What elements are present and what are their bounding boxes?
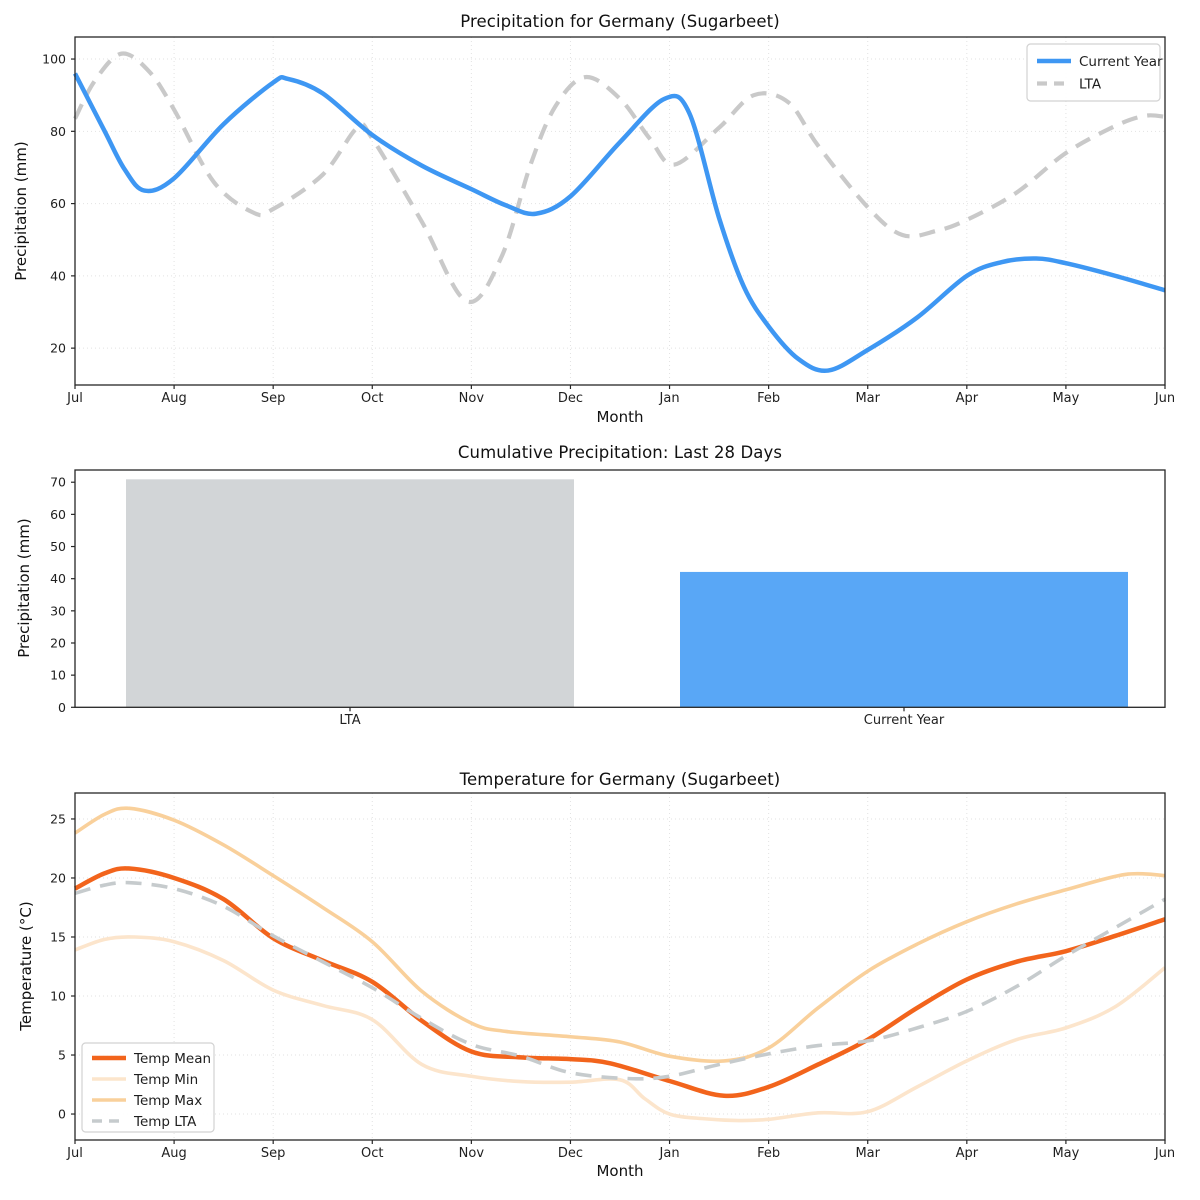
y-tick-label: 0 [58,1107,66,1122]
precipitation-line-chart: Jul Aug Sep Oct Nov Dec Jan Feb Mar Apr May Jun 20 40… [42,36,1175,406]
precipitation-y-axis-label: Precipitation (mm) [12,141,30,281]
series-lines [72,51,1166,374]
x-axis: LTA Current Year [339,707,945,728]
temperature-y-axis-label: Temperature (°C) [17,901,35,1031]
series-temp-mean [73,866,1166,1099]
legend-label: Temp Mean [133,1051,211,1067]
x-tick-label: Sep [261,391,286,406]
y-tick-label: 80 [50,124,66,139]
x-tick-label: May [1052,1146,1079,1161]
legend: Temp Mean Temp Min Temp Max Temp LTA [81,1042,215,1133]
y-tick-label: 40 [50,571,66,586]
x-tick-label: Apr [956,391,979,406]
cumulative-precipitation-bar-chart: LTA Current Year 0 10 20 30 40 50 60 70 [50,469,1166,728]
x-tick-label: LTA [339,713,360,728]
x-tick-label: Jun [1154,1146,1175,1161]
legend-label: Temp LTA [133,1114,197,1130]
y-tick-label: 20 [50,870,66,885]
y-axis: 0 10 20 30 40 50 60 70 [50,475,75,715]
x-tick-label: Feb [757,1146,780,1161]
y-tick-label: 50 [50,539,66,554]
y-axis: 20 40 60 80 100 [42,52,75,356]
x-tick-label: Apr [956,1146,979,1161]
y-tick-label: 20 [50,341,66,356]
series-lines [73,806,1167,1123]
x-tick-label: Nov [459,391,485,406]
x-tick-label: Sep [261,1146,286,1161]
plot-border [74,469,1166,708]
series-lta [73,51,1166,305]
bars [126,479,1128,708]
x-tick-label: Dec [558,1146,583,1161]
y-tick-label: 100 [42,52,66,67]
y-tick-label: 20 [50,635,66,650]
x-tick-label: Jan [659,1146,680,1161]
x-tick-label: Aug [161,391,186,406]
x-tick-label: Jul [66,391,83,406]
temperature-chart-title: Temperature for Germany (Sugarbeet) [459,770,781,789]
y-tick-label: 10 [50,668,66,683]
cumulative-y-axis-label: Precipitation (mm) [15,518,33,658]
y-tick-label: 10 [50,989,66,1004]
x-tick-label: Current Year [864,713,945,728]
y-tick-label: 40 [50,268,66,283]
x-tick-label: Oct [361,1146,383,1161]
y-tick-label: 5 [58,1048,66,1063]
y-tick-label: 60 [50,196,66,211]
series-temp-max [74,806,1166,1064]
y-tick-label: 0 [58,700,66,715]
legend: Current Year LTA [1026,43,1163,102]
cumulative-chart-title: Cumulative Precipitation: Last 28 Days [457,443,783,462]
legend-label: LTA [1079,76,1102,92]
x-tick-label: Mar [855,1146,880,1161]
y-axis: 0 5 10 15 20 25 [50,811,75,1122]
gridlines [74,37,1166,385]
bar-lta [126,479,574,708]
legend-label: Temp Max [133,1093,202,1109]
legend-label: Temp Min [133,1072,198,1088]
temperature-x-axis-label: Month [596,1162,644,1180]
bar-current-year [680,571,1128,708]
x-axis: Jul Aug Sep Oct Nov Dec Jan Feb Mar Apr May Jun [66,1140,1175,1161]
x-tick-label: Jan [659,391,680,406]
x-tick-label: Aug [161,1146,186,1161]
y-tick-label: 60 [50,507,66,522]
plot-border [74,792,1166,1141]
x-tick-label: Feb [757,391,780,406]
legend-box [1026,43,1161,102]
legend-label: Current Year [1079,54,1163,70]
plot-border [74,36,1166,386]
precipitation-chart-title: Precipitation for Germany (Sugarbeet) [460,12,780,31]
temperature-line-chart: Jul Aug Sep Oct Nov Dec Jan Feb Mar Apr May Jun 0 5 10… [50,792,1175,1161]
x-tick-label: Nov [459,1146,485,1161]
y-tick-label: 15 [50,929,66,944]
x-tick-label: Jun [1154,391,1175,406]
x-tick-label: May [1052,391,1079,406]
y-tick-label: 70 [50,475,66,490]
series-temp-lta [74,880,1166,1081]
x-tick-label: Oct [361,391,383,406]
x-tick-label: Jul [66,1146,83,1161]
series-current-year [72,72,1166,374]
x-tick-label: Mar [855,391,880,406]
x-axis: Jul Aug Sep Oct Nov Dec Jan Feb Mar Apr May Jun [66,385,1175,406]
y-tick-label: 25 [50,811,66,826]
series-temp-min [74,935,1167,1123]
y-tick-label: 30 [50,603,66,618]
legend-box [81,1042,215,1133]
precipitation-x-axis-label: Month [596,408,644,426]
x-tick-label: Dec [558,391,583,406]
